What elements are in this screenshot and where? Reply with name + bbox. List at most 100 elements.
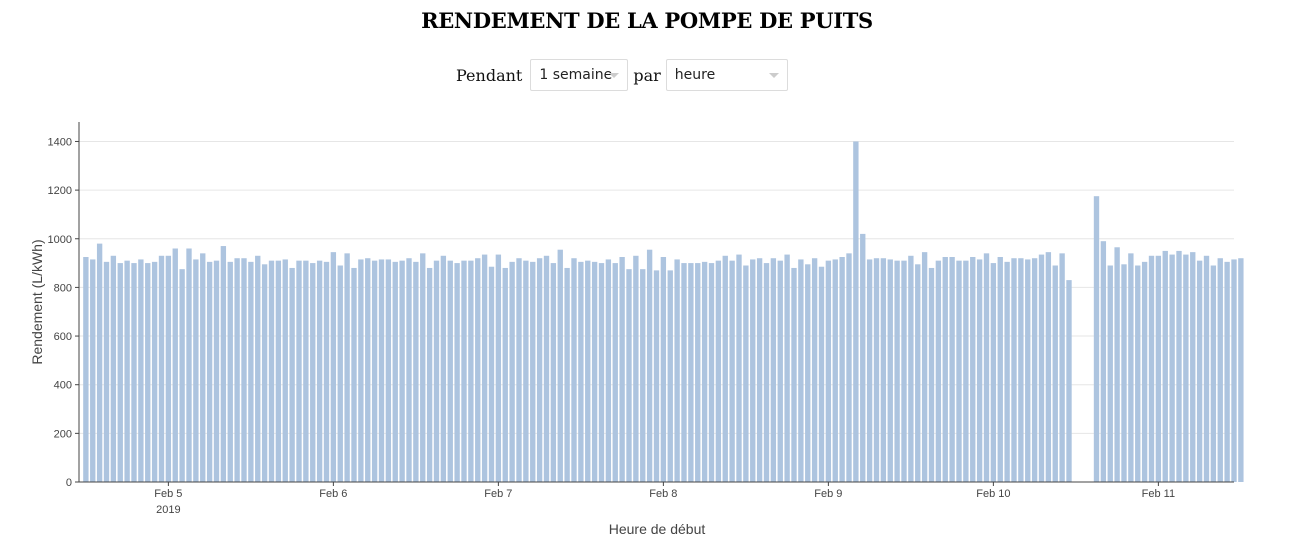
y-tick-label: 1000 (48, 234, 72, 246)
x-tick-label: Feb 5 (154, 488, 182, 500)
bar (1121, 264, 1127, 482)
bar (461, 260, 467, 482)
granularity-select[interactable]: heure (665, 59, 788, 91)
bar (530, 261, 536, 482)
bar (1148, 255, 1155, 482)
bar (1210, 265, 1217, 482)
bar (90, 259, 96, 482)
bar (275, 260, 282, 482)
bars (83, 141, 1244, 482)
bar (241, 258, 247, 482)
bar (536, 258, 543, 482)
bar (1231, 259, 1237, 482)
bar (117, 263, 123, 482)
bar (591, 261, 598, 482)
bar (550, 263, 557, 482)
bar (942, 257, 948, 482)
bar (798, 259, 804, 482)
bar (736, 254, 742, 482)
bar (481, 254, 488, 482)
bar (695, 263, 701, 482)
bar (179, 269, 185, 482)
bar (413, 261, 419, 482)
bar (145, 263, 151, 482)
bar (571, 258, 577, 482)
bar (165, 255, 172, 482)
bar (866, 259, 873, 482)
bar (151, 261, 158, 482)
bar (426, 267, 433, 482)
period-select[interactable]: 1 semaine (530, 59, 629, 91)
bar (928, 267, 935, 482)
bar (385, 259, 392, 482)
bar (825, 260, 832, 482)
bar (1059, 253, 1065, 482)
y-axis-label: Rendement (L/kWh) (29, 239, 45, 364)
bar (1162, 250, 1168, 482)
bar (1128, 253, 1134, 482)
bar (255, 255, 261, 482)
bar (646, 249, 653, 482)
bar (729, 260, 735, 482)
bar (784, 254, 790, 482)
bar (688, 263, 694, 482)
bar (908, 255, 914, 482)
bar (667, 270, 673, 482)
bar (1038, 254, 1045, 482)
y-tick-label: 800 (54, 282, 72, 294)
bar (330, 252, 337, 482)
bar (186, 248, 192, 482)
period-label: Pendant (456, 65, 523, 85)
bar (640, 269, 646, 482)
bar (1217, 258, 1223, 482)
bar (743, 265, 749, 482)
x-tick-label: Feb 7 (484, 488, 512, 500)
bar (399, 260, 405, 482)
bar (846, 253, 852, 482)
bar (220, 246, 227, 482)
bar (316, 260, 323, 482)
bar (213, 260, 220, 482)
x-axis-ticks: Feb 5 2019 Feb 6 Feb 7 Feb 8 Feb 9 Feb 10 Feb 1… (154, 482, 1175, 516)
bar (1169, 254, 1175, 482)
bar (756, 258, 763, 482)
bar (1176, 250, 1182, 482)
bar (447, 260, 453, 482)
bar (578, 261, 584, 482)
bar (1004, 261, 1010, 482)
bar (96, 243, 103, 482)
bar (674, 259, 680, 482)
bar (1093, 196, 1100, 482)
bar (585, 260, 591, 482)
axes (78, 122, 1234, 483)
bar (193, 259, 199, 482)
bar (997, 257, 1003, 482)
bar (406, 258, 412, 482)
bar (440, 255, 447, 482)
chevron-down-icon (768, 73, 779, 78)
bar (1203, 255, 1210, 482)
bar (261, 264, 268, 482)
x-tick-label: Feb 11 (1142, 488, 1175, 500)
bar (901, 260, 907, 482)
bar (234, 258, 240, 482)
y-tick-label: 600 (54, 331, 72, 343)
bar (1141, 261, 1148, 482)
bar (131, 263, 137, 482)
bar (1018, 258, 1024, 482)
bar (681, 263, 687, 482)
bar (887, 259, 893, 482)
bar (970, 257, 976, 482)
bar (722, 255, 728, 482)
bar (365, 258, 371, 482)
by-label: par (633, 65, 661, 85)
bar (392, 261, 398, 482)
bar (770, 258, 777, 482)
bar (1155, 255, 1162, 482)
bar (371, 260, 378, 482)
bar (1238, 258, 1244, 482)
bar (1066, 280, 1072, 482)
bar (791, 267, 797, 482)
bar (1031, 258, 1038, 482)
